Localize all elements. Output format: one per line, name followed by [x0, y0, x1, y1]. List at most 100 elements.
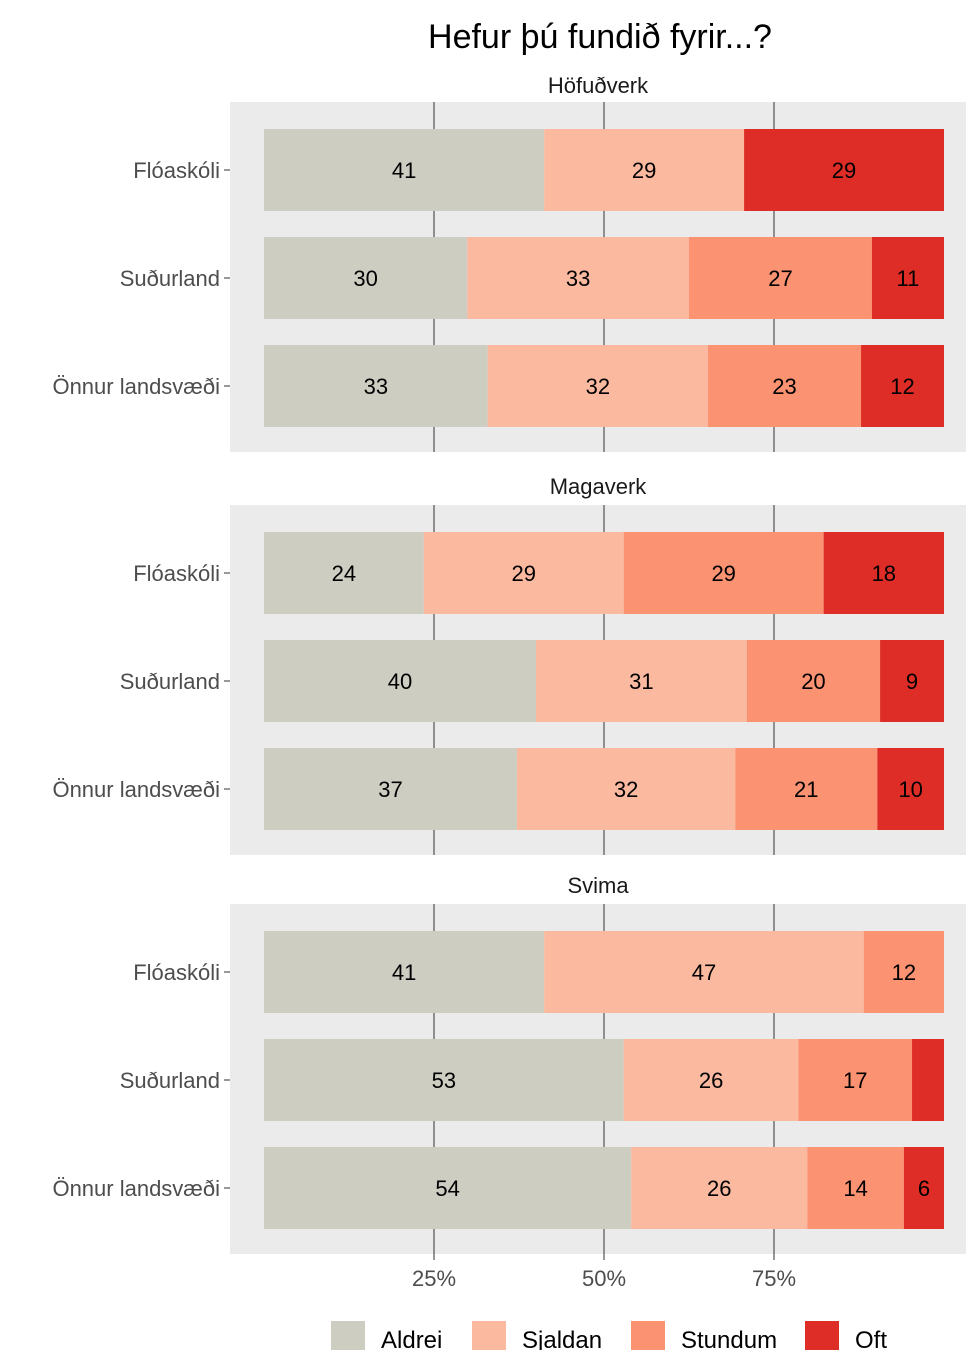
panel-3: Svima Flóaskóli 41 47 12 Suðurland 53 26 17 Önnur… — [52, 873, 966, 1254]
legend-label: Aldrei — [381, 1327, 442, 1350]
y-tick-label: Önnur landsvæði — [52, 777, 220, 802]
panel-title: Magaverk — [550, 474, 648, 499]
y-tick-label: Önnur landsvæði — [52, 374, 220, 399]
bar-sjaldan — [423, 532, 624, 614]
y-tick-label: Flóaskóli — [133, 158, 220, 183]
legend-label: Stundum — [681, 1327, 777, 1350]
data-label: 47 — [692, 960, 716, 985]
data-label: 32 — [586, 374, 610, 399]
chart-title: Hefur þú fundið fyrir...? — [428, 18, 772, 56]
bar-oft — [823, 532, 944, 614]
legend-key — [805, 1321, 839, 1350]
data-label: 17 — [843, 1068, 867, 1093]
data-label: 23 — [772, 374, 796, 399]
data-label: 24 — [332, 561, 356, 586]
x-axis: 25% 50% 75% — [412, 1254, 796, 1291]
panel-1: Höfuðverk Flóaskóli 41 29 29 Suðurland 30 33 27 1… — [52, 73, 966, 452]
bar-oft — [871, 237, 944, 319]
data-label: 21 — [794, 777, 818, 802]
y-tick-label: Flóaskóli — [133, 960, 220, 985]
bar-sjaldan — [631, 1147, 808, 1229]
x-tick-label: 75% — [752, 1266, 796, 1291]
bar-oft — [877, 748, 944, 830]
legend-item-sjaldan: Sjaldan — [472, 1321, 602, 1350]
bar-aldrei — [264, 1039, 624, 1121]
bar-sjaldan — [467, 237, 689, 319]
bar-stundum — [863, 931, 944, 1013]
data-label: 18 — [872, 561, 896, 586]
bar-sjaldan — [544, 129, 745, 211]
panels: Höfuðverk Flóaskóli 41 29 29 Suðurland 30 33 27 1… — [52, 73, 966, 1254]
y-tick-label: Suðurland — [120, 266, 220, 291]
bar-sjaldan — [516, 748, 736, 830]
data-label: 33 — [364, 374, 388, 399]
data-label: 31 — [629, 669, 653, 694]
y-tick-label: Flóaskóli — [133, 561, 220, 586]
data-label: 29 — [711, 561, 735, 586]
bar-stundum — [798, 1039, 913, 1121]
bar-stundum — [807, 1147, 904, 1229]
panel-2: Magaverk Flóaskóli 24 29 29 18 Suðurland 40 31 20… — [52, 474, 966, 855]
bar-aldrei — [264, 345, 488, 427]
data-label: 27 — [768, 266, 792, 291]
bar-aldrei — [264, 129, 545, 211]
bar-aldrei — [264, 237, 468, 319]
legend-label: Oft — [855, 1327, 887, 1350]
legend-key — [472, 1321, 506, 1350]
bar-sjaldan — [544, 931, 864, 1013]
y-tick-label: Suðurland — [120, 669, 220, 694]
bar-aldrei — [264, 640, 536, 722]
data-label: 33 — [566, 266, 590, 291]
data-label: 6 — [918, 1176, 930, 1201]
data-label: 12 — [892, 960, 916, 985]
legend-item-stundum: Stundum — [631, 1321, 777, 1350]
bar-stundum — [708, 345, 862, 427]
data-label: 10 — [898, 777, 922, 802]
panel-title: Höfuðverk — [548, 73, 649, 98]
data-label: 41 — [392, 158, 416, 183]
bar-sjaldan — [487, 345, 709, 427]
legend: Aldrei Sjaldan Stundum Oft — [331, 1321, 887, 1350]
data-label: 54 — [435, 1176, 459, 1201]
data-label: 20 — [801, 669, 825, 694]
bar-aldrei — [264, 748, 517, 830]
legend-key — [331, 1321, 365, 1350]
bar-aldrei — [264, 931, 545, 1013]
bar-oft — [861, 345, 944, 427]
bar-stundum — [689, 237, 872, 319]
legend-label: Sjaldan — [522, 1327, 602, 1350]
data-label: 37 — [378, 777, 402, 802]
legend-item-oft: Oft — [805, 1321, 887, 1350]
data-label: 32 — [614, 777, 638, 802]
data-label: 11 — [897, 266, 920, 291]
data-label: 29 — [512, 561, 536, 586]
bar-oft — [912, 1039, 944, 1121]
data-label: 30 — [353, 266, 377, 291]
data-label: 29 — [632, 158, 656, 183]
bar-sjaldan — [623, 1039, 799, 1121]
bar-sjaldan — [536, 640, 747, 722]
y-tick-label: Önnur landsvæði — [52, 1176, 220, 1201]
y-tick-label: Suðurland — [120, 1068, 220, 1093]
bar-stundum — [623, 532, 824, 614]
bar-stundum — [735, 748, 878, 830]
data-label: 41 — [392, 960, 416, 985]
data-label: 53 — [432, 1068, 456, 1093]
legend-key — [631, 1321, 665, 1350]
data-label: 26 — [707, 1176, 731, 1201]
bar-oft — [744, 129, 944, 211]
data-label: 14 — [843, 1176, 867, 1201]
bar-oft — [880, 640, 944, 722]
legend-item-aldrei: Aldrei — [331, 1321, 442, 1350]
panel-title: Svima — [567, 873, 629, 898]
bar-aldrei — [264, 532, 424, 614]
bar-aldrei — [264, 1147, 632, 1229]
data-label: 26 — [699, 1068, 723, 1093]
data-label: 9 — [906, 669, 918, 694]
bar-stundum — [746, 640, 881, 722]
x-tick-label: 50% — [582, 1266, 626, 1291]
data-label: 29 — [832, 158, 856, 183]
data-label: 40 — [388, 669, 412, 694]
x-tick-label: 25% — [412, 1266, 456, 1291]
